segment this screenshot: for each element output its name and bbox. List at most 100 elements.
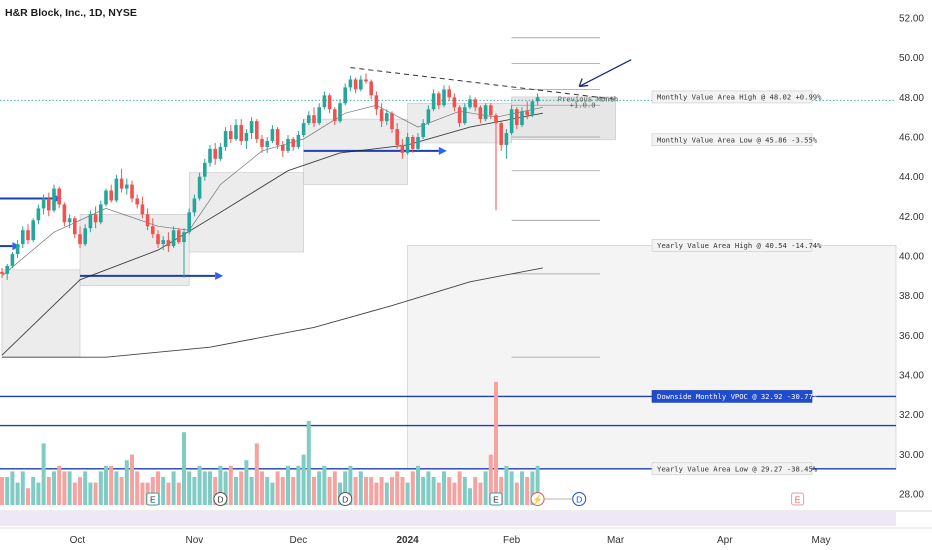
volume-bar bbox=[301, 454, 306, 505]
candle bbox=[161, 236, 165, 251]
candle bbox=[275, 127, 280, 149]
price-tick-label: 38.00 bbox=[899, 291, 924, 302]
candle bbox=[374, 91, 379, 116]
volume-bar bbox=[93, 482, 98, 505]
volume-bar bbox=[150, 477, 155, 505]
candle-body bbox=[93, 214, 98, 223]
volume-bar bbox=[260, 471, 264, 505]
volume-bar bbox=[5, 477, 10, 505]
candle-body bbox=[83, 228, 87, 245]
candle bbox=[151, 218, 155, 239]
value-area-box bbox=[407, 244, 897, 470]
candle-body bbox=[192, 198, 197, 213]
event-badge: D bbox=[338, 492, 353, 506]
candle bbox=[109, 184, 113, 203]
candle-body bbox=[130, 184, 134, 199]
candle-body bbox=[265, 140, 269, 147]
candle-body bbox=[255, 121, 259, 139]
candle-body bbox=[177, 230, 181, 243]
candle bbox=[483, 103, 488, 122]
candle bbox=[286, 135, 290, 153]
candle bbox=[145, 208, 150, 231]
candle-body bbox=[385, 113, 389, 122]
candle bbox=[21, 226, 25, 249]
candle bbox=[494, 113, 498, 211]
annotation-text: Yearly Value Area High @ 40.54 -14.74% bbox=[657, 241, 822, 250]
price-tick-label: 48.00 bbox=[899, 93, 924, 104]
volume-bar bbox=[447, 477, 452, 505]
volume-bar bbox=[452, 482, 457, 505]
candle bbox=[192, 194, 197, 217]
candle-body bbox=[468, 99, 472, 108]
candle bbox=[197, 172, 202, 201]
candle-body bbox=[312, 115, 316, 124]
volume-bar bbox=[473, 477, 478, 505]
candle-body bbox=[322, 95, 327, 108]
candle bbox=[208, 144, 212, 167]
candle bbox=[182, 228, 186, 278]
candle bbox=[218, 142, 223, 161]
volume-bar bbox=[36, 482, 41, 505]
volume-bar bbox=[223, 471, 228, 505]
volume-bar bbox=[20, 471, 25, 505]
candle bbox=[130, 180, 134, 203]
volume-bar bbox=[343, 471, 348, 505]
volume-bar bbox=[234, 477, 238, 505]
vpoc-arrow bbox=[438, 146, 447, 155]
candle bbox=[416, 133, 420, 151]
volume-bar bbox=[483, 471, 488, 505]
volume-bar bbox=[124, 460, 129, 505]
pointer-arrowhead bbox=[578, 78, 589, 88]
candle bbox=[291, 137, 295, 151]
volume-bar bbox=[488, 454, 493, 505]
candle-body bbox=[359, 79, 363, 90]
drawings[interactable]: Previous Month+1.0.0 E D D E ⚡ D E bbox=[146, 59, 805, 506]
volume-bar bbox=[296, 465, 301, 505]
dividend-badge-circle bbox=[572, 492, 587, 506]
candle bbox=[229, 125, 233, 143]
candle bbox=[260, 135, 264, 153]
volume-bar bbox=[400, 477, 405, 505]
previous-month-sub-label: +1.0.0 bbox=[570, 100, 596, 109]
time-tick-label: Nov bbox=[186, 535, 204, 546]
candle-body bbox=[327, 95, 332, 110]
volume-bar bbox=[348, 465, 353, 505]
volume-bar bbox=[140, 482, 145, 505]
volume-bar bbox=[364, 477, 368, 505]
price-tick-label: 32.00 bbox=[899, 410, 924, 421]
volume-bar bbox=[353, 477, 358, 505]
candle-body bbox=[437, 93, 441, 106]
candle bbox=[364, 73, 368, 84]
candle-body bbox=[525, 111, 529, 116]
time-tick-label: Feb bbox=[503, 535, 521, 546]
time-axis[interactable]: Oct Nov Dec 2024 Feb Mar Apr May bbox=[0, 527, 932, 546]
candle bbox=[390, 111, 394, 134]
candle-body bbox=[400, 144, 405, 153]
candle-body bbox=[390, 113, 394, 130]
earnings-badge-box bbox=[489, 492, 503, 506]
candle-body bbox=[26, 230, 30, 241]
volume-bar bbox=[322, 465, 327, 505]
value-area-annotation: Downside Monthly VPOC @ 32.92 -30.77% bbox=[651, 390, 818, 403]
candle-body bbox=[483, 105, 488, 120]
candle-body bbox=[421, 123, 425, 137]
candle bbox=[431, 89, 436, 112]
volume-bar bbox=[520, 471, 524, 505]
candle-body bbox=[47, 198, 51, 211]
volume-bar bbox=[15, 482, 20, 505]
candle-body bbox=[109, 190, 113, 201]
annotation-box bbox=[651, 462, 813, 476]
candle bbox=[93, 206, 98, 229]
candle-body bbox=[301, 123, 306, 136]
price-axis[interactable]: 52.00 50.00 48.00 46.00 44.00 42.00 40.00 38.00… bbox=[899, 14, 924, 501]
candle bbox=[463, 103, 467, 126]
candle bbox=[140, 196, 145, 219]
volume-bar bbox=[83, 471, 88, 505]
volume-bar bbox=[369, 477, 374, 505]
candle-body bbox=[36, 208, 41, 221]
volume-bar bbox=[478, 482, 483, 505]
candle-body bbox=[52, 188, 56, 211]
candle-body bbox=[104, 190, 108, 205]
candle bbox=[359, 75, 363, 92]
